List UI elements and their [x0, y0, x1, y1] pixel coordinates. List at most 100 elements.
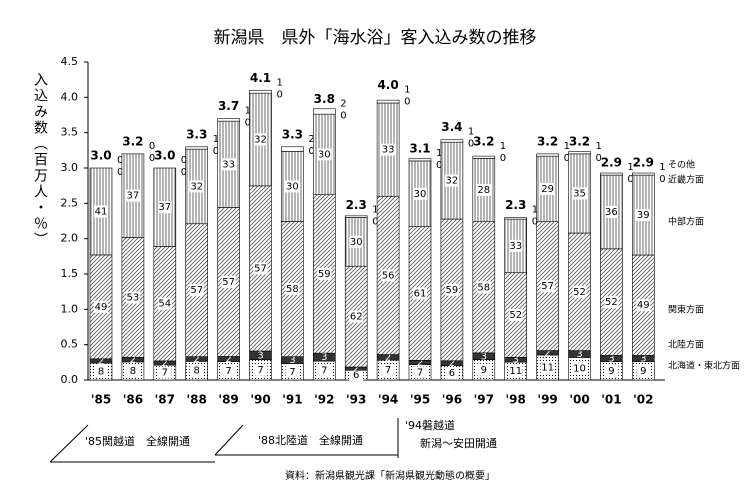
segment-label: 3 — [608, 353, 614, 364]
segment-label-bg — [285, 365, 300, 378]
y-tick-label: 3.5 — [61, 126, 79, 139]
segment-label: 0 — [404, 96, 410, 107]
x-tick-label: '02 — [633, 393, 653, 407]
legend-label: 中部方面 — [668, 216, 704, 228]
segment-label: 10 — [573, 364, 586, 375]
segment-label: 0 — [436, 160, 442, 171]
segment-label: 3 — [481, 351, 487, 362]
legend-label: 北海道・東北方面 — [668, 360, 740, 372]
segment-label-bg — [125, 364, 140, 377]
segment-label: 0 — [564, 153, 570, 164]
y-axis-label: 入込み数（百万人・％） — [32, 72, 48, 248]
segment-label: 2 — [385, 352, 391, 363]
segment-label: 0 — [277, 89, 283, 100]
segment-label: 0 — [181, 167, 187, 178]
segment-label: 7 — [417, 367, 423, 378]
segment-label-bg — [636, 299, 651, 312]
segment-label: 52 — [509, 310, 522, 321]
segment-label: 0 — [340, 110, 346, 121]
total-label: 3.0 — [154, 149, 175, 163]
bar-segment — [312, 108, 336, 115]
segment-label-bg — [413, 366, 427, 379]
segment-label: 7 — [385, 365, 391, 376]
segment-label: 35 — [573, 188, 586, 199]
segment-label: 2 — [340, 98, 346, 109]
segment-label-bg — [444, 174, 459, 187]
segment-label: 8 — [98, 367, 104, 378]
segment-label-bg — [508, 308, 523, 321]
segment-label: 1 — [213, 134, 219, 145]
segment-label: 33 — [382, 145, 395, 156]
bar-segment — [376, 99, 400, 104]
segment-label: 58 — [477, 282, 490, 293]
total-label: 3.1 — [409, 141, 430, 155]
segment-label-bg — [285, 180, 300, 193]
bar-segment — [631, 172, 655, 176]
segment-label-bg — [94, 300, 108, 313]
x-tick-label: '94 — [378, 393, 398, 407]
segment-label: 0 — [117, 155, 123, 166]
total-label: 3.3 — [282, 127, 303, 141]
segment-label-bg — [189, 364, 204, 377]
segment-label: 2 — [449, 358, 455, 369]
segment-label-bg — [572, 285, 587, 298]
segment-label: 0 — [500, 153, 506, 164]
x-tick-label: '90 — [250, 393, 270, 407]
segment-label: 30 — [350, 237, 363, 248]
total-label: 3.4 — [441, 120, 462, 134]
segment-label-bg — [540, 182, 555, 195]
segment-label: 9 — [481, 365, 487, 376]
segment-label: 3 — [257, 350, 263, 361]
segment-label-bg — [94, 365, 108, 378]
segment-label-bg — [381, 364, 396, 377]
total-label: 2.9 — [633, 156, 654, 170]
segment-label: 29 — [541, 184, 554, 195]
x-tick-label: '85 — [91, 393, 111, 407]
segment-label: 32 — [190, 181, 203, 192]
chart-title: 新潟県 県外「海水浴」客入込み数の推移 — [214, 28, 537, 48]
x-tick-label: '93 — [346, 393, 366, 407]
segment-label: 7 — [162, 368, 168, 379]
segment-label: 32 — [446, 176, 459, 187]
segment-label: 56 — [382, 270, 395, 281]
segment-label-bg — [221, 275, 236, 288]
segment-label: 2 — [353, 364, 359, 375]
segment-label-bg — [476, 281, 491, 294]
bar-segment — [536, 153, 559, 157]
segment-label: 41 — [95, 206, 108, 217]
segment-label: 1 — [500, 141, 506, 152]
segment-label: 7 — [225, 366, 231, 377]
segment-label: 33 — [509, 241, 522, 252]
segment-label-bg — [444, 366, 459, 379]
segment-label: 0 — [245, 118, 251, 129]
y-tick-label: 1.0 — [61, 302, 79, 315]
segment-label-bg — [125, 291, 140, 304]
y-tick-label: 0.0 — [61, 373, 79, 386]
x-tick-label: '88 — [187, 393, 207, 407]
segment-label: 0 — [468, 139, 474, 150]
segment-label: 0 — [149, 153, 155, 164]
segment-label-bg — [221, 158, 236, 171]
segment-label: 8 — [130, 366, 136, 377]
segment-label: 33 — [222, 159, 235, 170]
total-label: 2.9 — [601, 156, 622, 170]
segment-label: 1 — [532, 204, 538, 215]
segment-label: 59 — [446, 285, 459, 296]
segment-label: 57 — [254, 263, 267, 274]
segment-label-bg — [317, 148, 332, 161]
legend-label: 近畿方面 — [668, 174, 704, 186]
segment-label: 11 — [541, 363, 554, 374]
segment-label: 3 — [640, 353, 646, 364]
segment-label: 57 — [222, 277, 235, 288]
y-tick-label: 2.5 — [61, 196, 79, 209]
x-tick-label: '99 — [537, 393, 557, 407]
segment-label-bg — [349, 310, 364, 323]
segment-label: 7 — [289, 367, 295, 378]
legend-label: 関東方面 — [668, 304, 704, 316]
x-tick-label: '97 — [474, 393, 494, 407]
segment-label: 1 — [659, 162, 665, 173]
bar-segment — [568, 151, 591, 155]
segment-label-bg — [157, 201, 172, 214]
segment-label: 2 — [98, 356, 104, 367]
segment-label-bg — [636, 209, 651, 222]
